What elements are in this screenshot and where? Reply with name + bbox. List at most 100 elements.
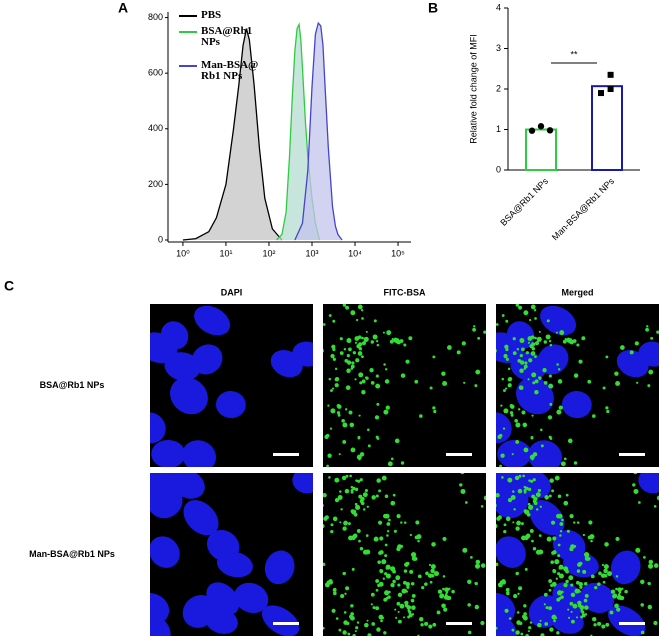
particle [554, 475, 560, 481]
particle [538, 549, 544, 555]
particle [615, 380, 621, 386]
particle [586, 557, 591, 561]
particle [399, 603, 405, 609]
particle [496, 562, 499, 567]
particle [361, 355, 364, 359]
particle [323, 627, 324, 630]
particle [522, 474, 525, 478]
particle [549, 478, 554, 483]
particle [548, 374, 552, 378]
particle [548, 579, 553, 583]
particle [378, 489, 382, 493]
particle [538, 330, 541, 333]
micrograph [150, 473, 313, 636]
particle [524, 567, 528, 571]
particle [332, 319, 336, 323]
particle [549, 627, 554, 632]
particle [594, 585, 598, 590]
particle [316, 494, 319, 497]
particle [558, 567, 562, 570]
particle [370, 381, 375, 385]
particle [417, 574, 422, 579]
particle [442, 536, 447, 542]
particle [356, 621, 360, 624]
particle [405, 359, 410, 364]
particle [343, 348, 347, 351]
particle [343, 620, 348, 625]
particle [323, 562, 326, 567]
particle [551, 489, 555, 493]
particle [375, 588, 379, 592]
particle [598, 571, 602, 576]
particle [523, 364, 528, 369]
particle [358, 414, 361, 417]
particle [606, 571, 612, 577]
x-tick-label: Man-BSA@Rb1 NPs [550, 176, 617, 243]
particle [534, 355, 537, 359]
particle [376, 402, 380, 406]
particle [411, 613, 415, 616]
particle [383, 631, 387, 635]
particle [472, 327, 476, 332]
particle [367, 428, 370, 432]
particle [580, 609, 584, 612]
particle [514, 475, 520, 481]
particle [646, 325, 649, 328]
particle [375, 579, 380, 583]
particle [530, 351, 535, 356]
particle [409, 533, 413, 537]
particle [488, 371, 491, 374]
nucleus [537, 344, 569, 375]
particle [477, 336, 481, 340]
particle [559, 530, 563, 533]
particle [491, 445, 496, 450]
particle [557, 590, 563, 596]
particle [532, 478, 536, 482]
particle [483, 330, 486, 334]
particle [382, 616, 385, 620]
particle [394, 438, 400, 444]
particle [520, 632, 524, 636]
particle [361, 379, 366, 384]
particle [584, 613, 588, 616]
particle [363, 508, 366, 511]
particle [467, 579, 472, 585]
particle [556, 631, 560, 635]
particle [524, 361, 528, 365]
particle [548, 494, 552, 498]
particle [315, 330, 318, 333]
annotation: ** [570, 49, 578, 59]
particle [612, 593, 617, 599]
particle [589, 534, 595, 540]
particle [523, 488, 527, 492]
particle [551, 551, 555, 555]
particle [583, 581, 588, 586]
particle [567, 438, 573, 444]
particle [474, 582, 477, 585]
particle [428, 624, 433, 629]
particle [542, 368, 547, 373]
particle [561, 518, 564, 522]
nucleus [497, 439, 532, 467]
particle [573, 461, 578, 465]
particle [391, 337, 394, 341]
particle [530, 304, 536, 310]
particle [499, 464, 502, 467]
particle [640, 630, 645, 635]
particle [347, 522, 351, 526]
particle [487, 487, 491, 491]
particle [357, 436, 361, 440]
particle [410, 552, 417, 558]
particle [383, 513, 388, 519]
particle [490, 454, 494, 458]
particle [442, 380, 448, 386]
particle [382, 331, 385, 334]
particle [404, 600, 409, 606]
particle [632, 483, 636, 487]
particle [407, 609, 411, 612]
nucleus [552, 530, 586, 562]
particle [525, 533, 531, 539]
particle [467, 630, 472, 635]
particle [519, 338, 525, 344]
particle [543, 381, 548, 385]
